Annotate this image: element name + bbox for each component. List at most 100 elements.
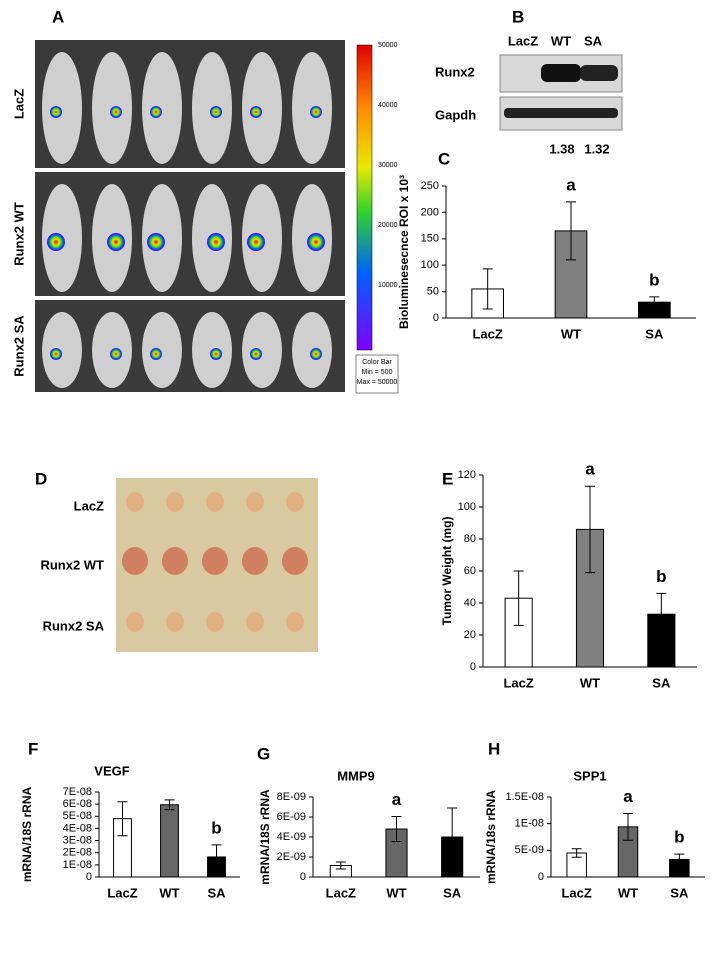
- x-tick-label: WT: [386, 885, 406, 900]
- error-bar: [656, 592, 667, 636]
- error-bar: [623, 813, 633, 841]
- colorbar-tick-label: 50000: [378, 42, 398, 49]
- ratio: 1.38: [549, 141, 574, 156]
- lane-label: LacZ: [508, 33, 538, 48]
- row-label: Runx2 WT: [40, 557, 104, 572]
- bar: [160, 804, 179, 878]
- mouse: [42, 312, 82, 388]
- mouse: [242, 52, 282, 164]
- panel-letter: A: [52, 7, 64, 26]
- y-tick-label: 200: [421, 206, 439, 218]
- annotation: b: [674, 828, 684, 847]
- tumor: [286, 492, 304, 512]
- y-tick-label: 0: [300, 871, 306, 883]
- colorbar-note: Max = 50000: [357, 379, 398, 386]
- x-tick-label: LacZ: [472, 326, 502, 341]
- tumor: [246, 492, 264, 512]
- y-tick-label: 8E-09: [277, 791, 306, 803]
- x-tick-label: LacZ: [326, 885, 356, 900]
- error-bar: [117, 801, 128, 837]
- signal: [310, 348, 322, 360]
- y-tick-label: 4E-09: [277, 831, 306, 843]
- error-bar: [571, 848, 582, 858]
- signal: [210, 106, 222, 118]
- chart-title: SPP1: [573, 768, 606, 783]
- error-bar: [482, 268, 493, 310]
- y-tick-label: 250: [421, 180, 439, 192]
- y-axis-label: mRNA/18s rRNA: [484, 790, 498, 884]
- blot-label: Gapdh: [435, 107, 476, 122]
- lane-label: WT: [551, 33, 571, 48]
- signal: [210, 348, 222, 360]
- signal: [150, 106, 162, 118]
- row-label: Runx2 SA: [11, 315, 26, 377]
- colorbar-note: Color Bar: [362, 359, 392, 366]
- tumor: [206, 612, 224, 632]
- y-axis-label: mRNA/18S rRNA: [20, 786, 34, 882]
- signal: [147, 233, 165, 251]
- y-tick-label: 6E-09: [277, 811, 306, 823]
- row-label: LacZ: [11, 89, 26, 119]
- signal: [107, 233, 125, 251]
- color-bar: [356, 44, 373, 351]
- tumor: [202, 547, 228, 575]
- tumor: [166, 492, 184, 512]
- y-tick-label: 0: [470, 661, 476, 673]
- blot-label: Runx2: [435, 64, 475, 79]
- y-tick-label: 40: [464, 597, 476, 609]
- chart-title: VEGF: [94, 763, 129, 778]
- signal: [150, 348, 162, 360]
- y-tick-label: 0: [538, 871, 544, 883]
- ratio: 1.32: [584, 141, 609, 156]
- error-bar: [211, 844, 222, 870]
- error-bar: [585, 485, 595, 574]
- error-bar: [447, 807, 458, 867]
- signal: [207, 233, 225, 251]
- y-tick-label: 150: [421, 233, 439, 245]
- x-tick-label: LacZ: [107, 885, 137, 900]
- y-axis-label: Tumor Weight (mg): [440, 517, 454, 626]
- tumor: [246, 612, 264, 632]
- band: [541, 64, 581, 82]
- panel-letter: G: [257, 744, 270, 763]
- annotation: a: [585, 460, 595, 479]
- signal: [247, 233, 265, 251]
- annotation: a: [392, 790, 402, 809]
- mouse: [142, 52, 182, 164]
- error-bar: [674, 853, 685, 866]
- tumor: [282, 547, 308, 575]
- panel-letter: B: [512, 7, 524, 26]
- panel-letter: F: [28, 739, 38, 758]
- signal: [250, 106, 262, 118]
- panel-letter: E: [442, 469, 453, 488]
- annotation: b: [211, 818, 221, 837]
- y-tick-label: 1.5E-08: [505, 791, 544, 803]
- y-tick-label: 4E-08: [63, 822, 92, 834]
- y-tick-label: 20: [464, 629, 476, 641]
- y-tick-label: 2E-09: [277, 851, 306, 863]
- row-label: Runx2 WT: [11, 202, 26, 266]
- colorbar-note: Min = 500: [362, 369, 393, 376]
- signal: [110, 348, 122, 360]
- signal: [47, 233, 65, 251]
- tumor: [126, 612, 144, 632]
- signal: [250, 348, 262, 360]
- signal: [50, 106, 62, 118]
- x-tick-label: SA: [670, 885, 689, 900]
- y-axis-label: mRNA/18S rRNA: [258, 789, 272, 885]
- color-bar-note-box: [355, 354, 399, 394]
- signal: [307, 233, 325, 251]
- annotation: a: [566, 175, 576, 194]
- error-bar: [513, 570, 524, 626]
- colorbar-tick-label: 30000: [378, 162, 398, 169]
- annotation: a: [623, 787, 633, 806]
- panel-letter: H: [488, 739, 500, 758]
- y-tick-label: 0: [433, 312, 439, 324]
- y-tick-label: 5E-09: [515, 844, 544, 856]
- x-tick-label: WT: [618, 885, 638, 900]
- y-tick-label: 60: [464, 565, 476, 577]
- panel-letter: C: [438, 149, 450, 168]
- error-bar: [164, 799, 175, 811]
